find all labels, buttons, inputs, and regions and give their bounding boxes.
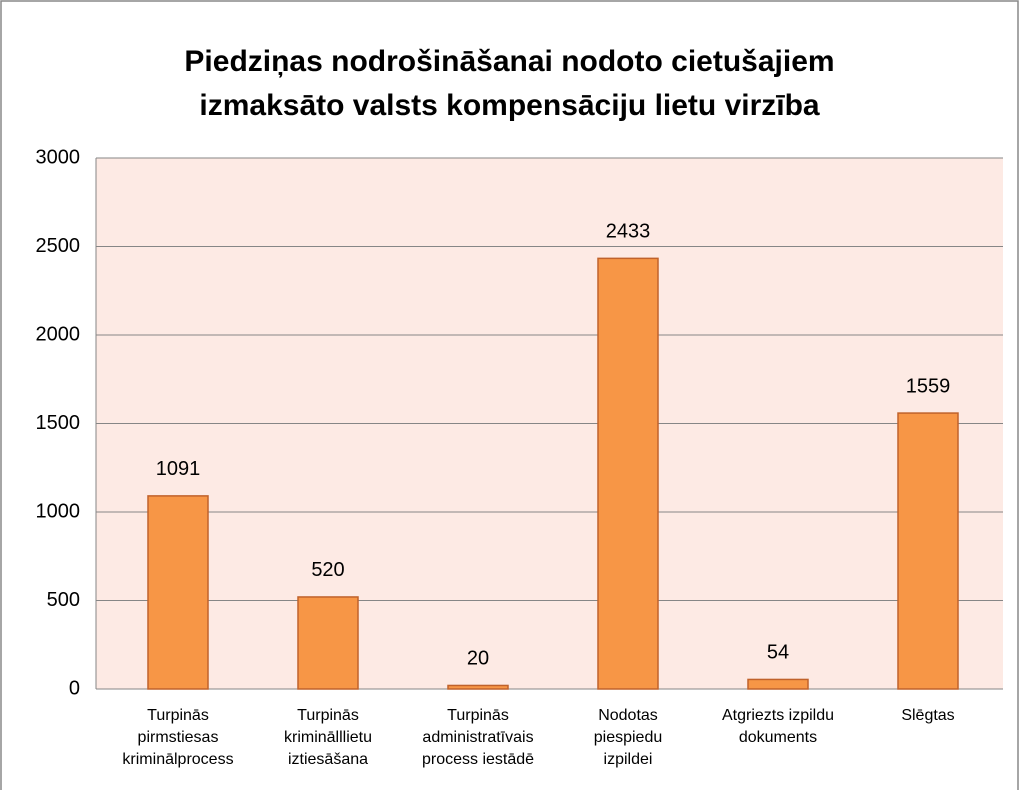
y-tick-label: 1500 <box>36 412 81 434</box>
value-label: 1559 <box>906 375 951 397</box>
y-tick-label: 2000 <box>36 323 81 345</box>
x-tick-label: Nodotas piespiedu izpildei <box>593 707 663 768</box>
bar <box>897 412 959 690</box>
value-label: 520 <box>311 559 344 581</box>
value-label: 1091 <box>156 458 201 480</box>
y-tick-label: 500 <box>47 589 80 611</box>
chart-title: Piedziņas nodrošināšanai nodoto cietušaj… <box>184 45 835 122</box>
bar <box>597 257 659 690</box>
y-tick-label: 0 <box>69 677 80 699</box>
y-tick-label: 2500 <box>36 235 81 257</box>
value-label: 2433 <box>606 221 651 243</box>
y-tick-label: 1000 <box>36 500 81 522</box>
x-tick-label: Turpinās administratīvais process iestād… <box>421 707 535 768</box>
x-tick-label: Slēgtas <box>901 707 955 724</box>
x-tick-label: Turpinās kriminālllietu iztiesāšana <box>283 707 373 768</box>
bar <box>147 495 209 690</box>
x-tick-label: Atgriezts izpildu dokuments <box>721 707 835 746</box>
bar <box>447 684 509 690</box>
y-tick-label: 3000 <box>36 146 81 168</box>
x-tick-label: Turpinās pirmstiesas kriminālprocess <box>122 707 234 768</box>
value-label: 54 <box>767 642 789 664</box>
bar <box>747 678 809 690</box>
value-label: 20 <box>467 648 489 670</box>
bar <box>297 596 359 690</box>
